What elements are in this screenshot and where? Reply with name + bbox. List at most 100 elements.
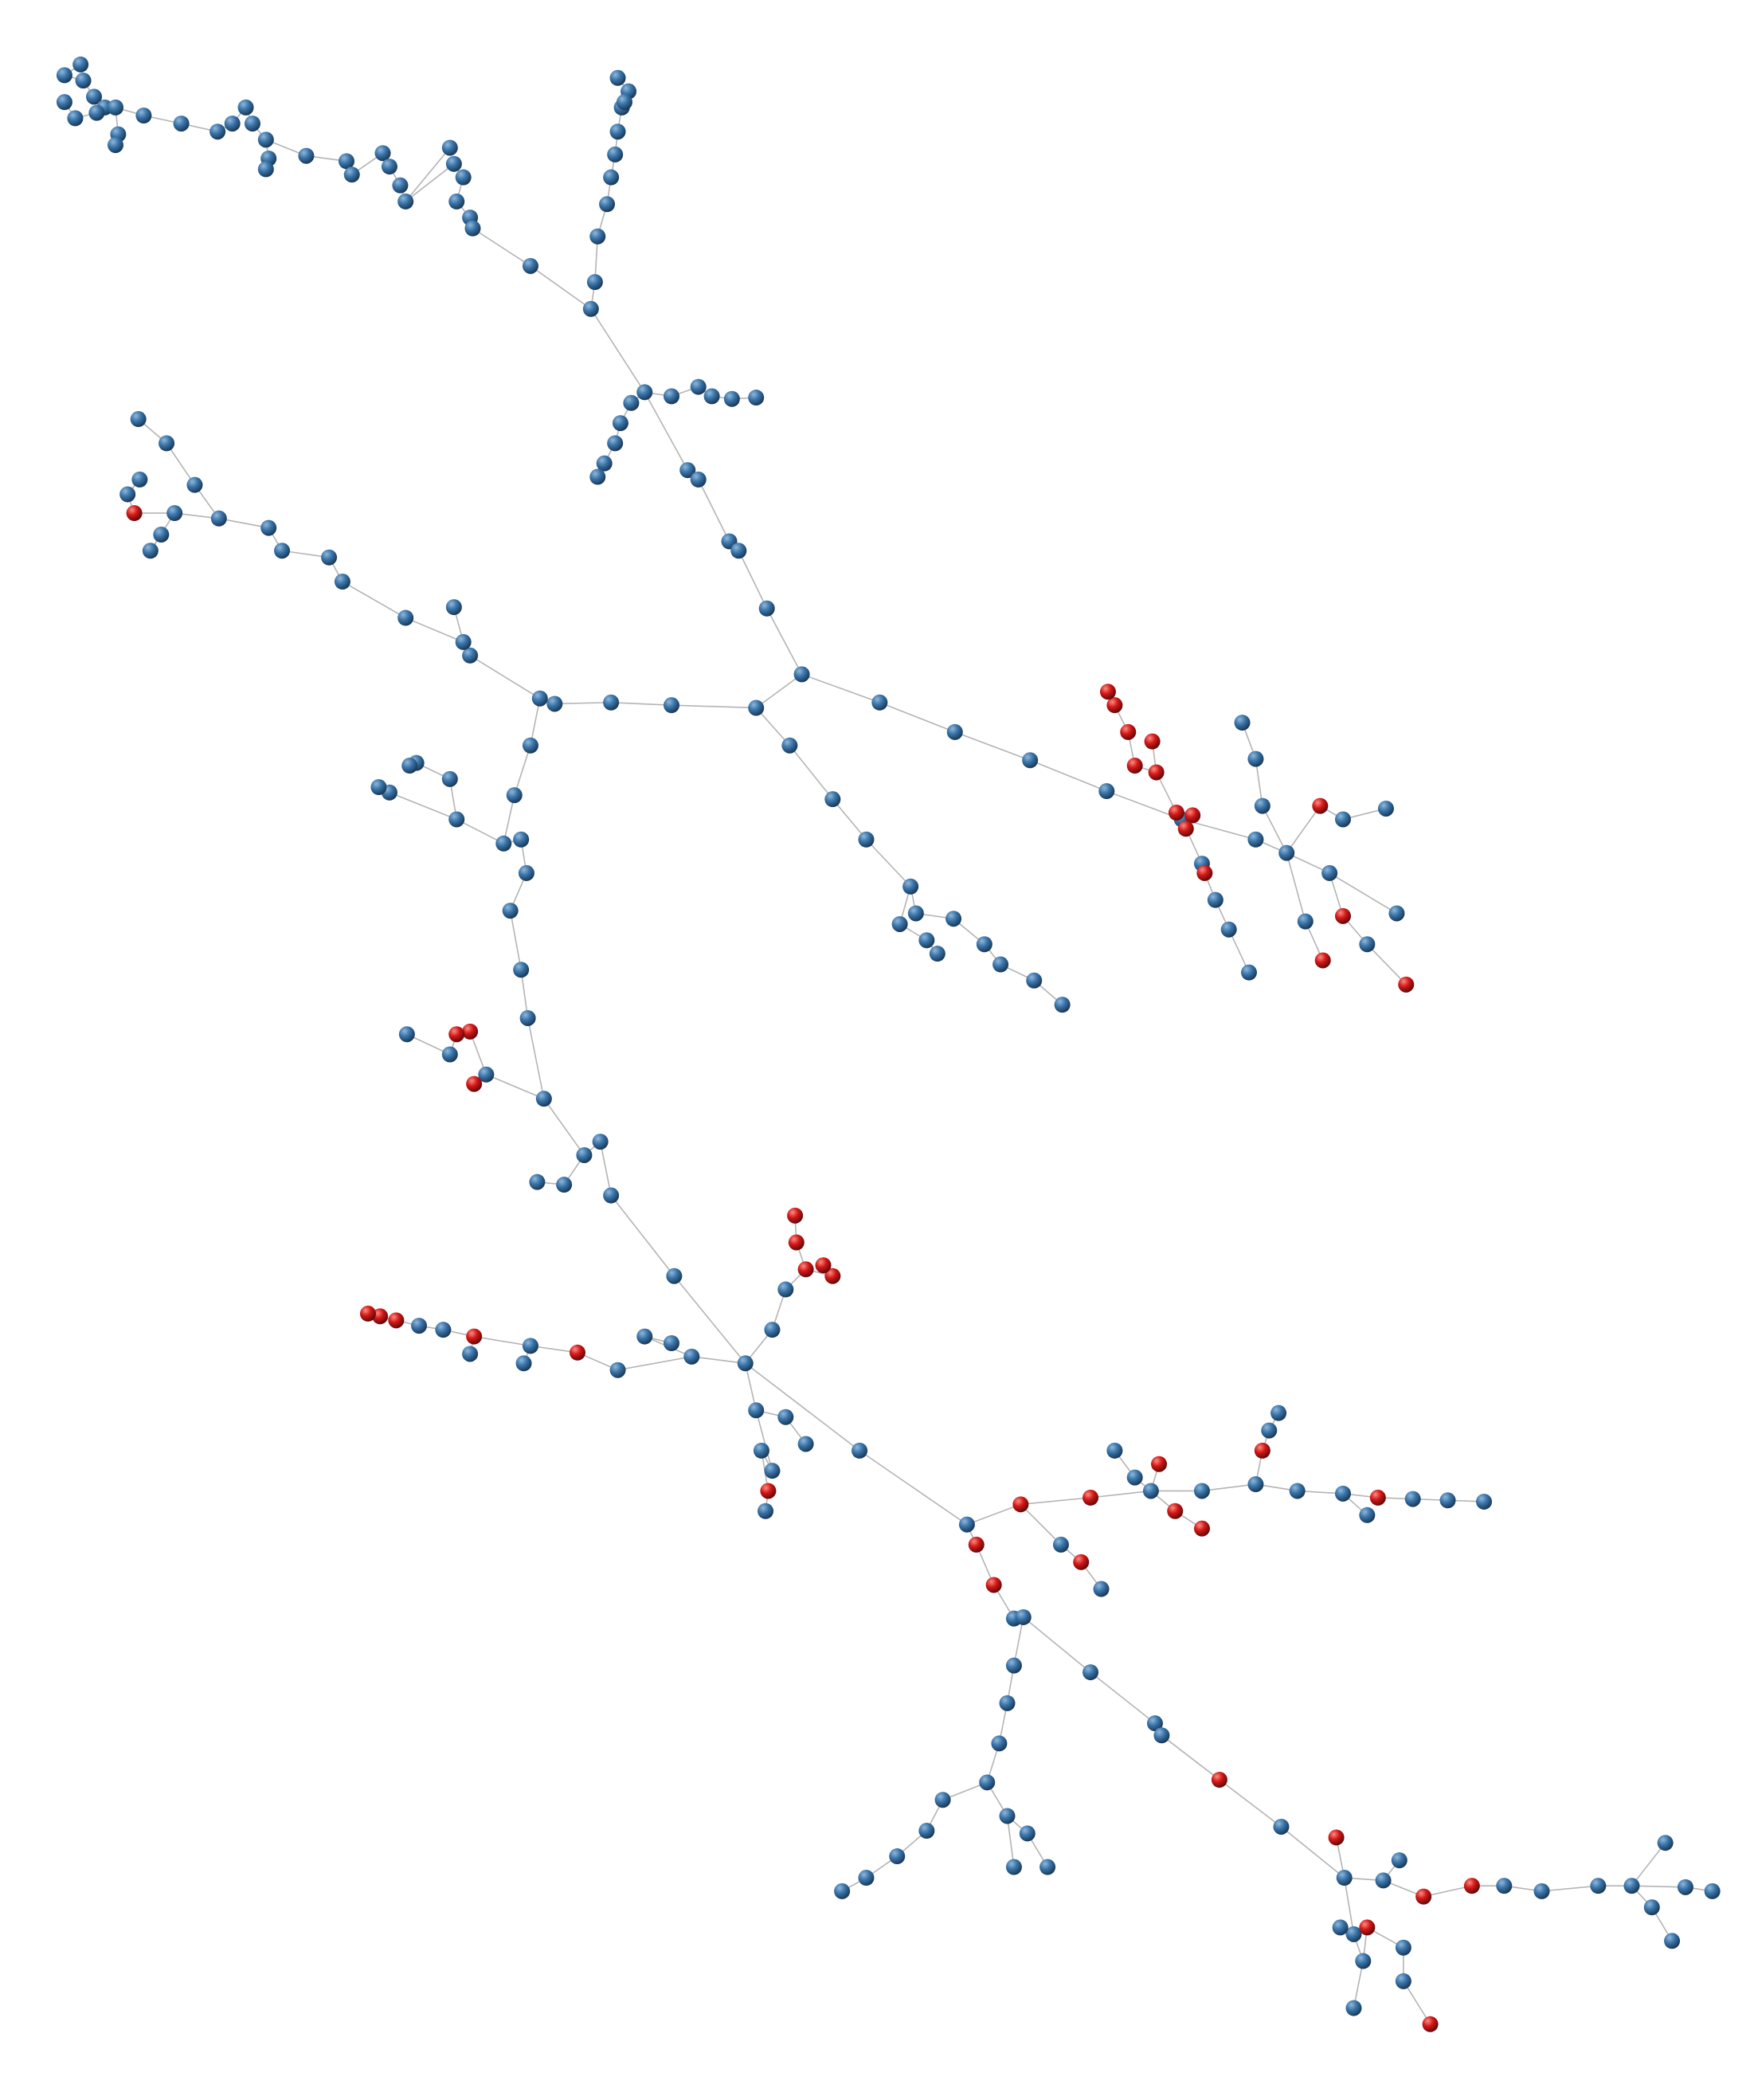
edge (456, 818, 504, 844)
node-blue (730, 543, 747, 559)
node-blue (173, 116, 190, 132)
node-red (1120, 723, 1137, 740)
edge (520, 970, 529, 1019)
node-blue (1005, 1859, 1022, 1875)
edge (1006, 1816, 1015, 1867)
node-blue (462, 1346, 479, 1362)
node-blue (603, 1187, 620, 1204)
node-blue (758, 1503, 774, 1519)
node-blue (1015, 1608, 1032, 1625)
node-blue (257, 161, 274, 178)
node-blue (522, 1338, 538, 1354)
node-blue (824, 791, 841, 808)
edge (218, 518, 269, 529)
node-blue (1377, 800, 1394, 817)
edge (1631, 1842, 1666, 1886)
node-blue (448, 811, 465, 828)
node-blue (891, 915, 908, 932)
node-blue (1643, 1899, 1660, 1916)
node-blue (321, 549, 338, 566)
node-blue (67, 110, 84, 127)
node-blue (1142, 1483, 1159, 1499)
node-blue (592, 1134, 609, 1150)
node-red (1083, 1489, 1099, 1506)
node-blue (1005, 1657, 1022, 1674)
edge (755, 1410, 773, 1471)
edge (1329, 872, 1397, 915)
node-blue (398, 1026, 415, 1043)
edge (1090, 1671, 1156, 1724)
node-blue (1220, 921, 1237, 938)
node-blue (455, 169, 472, 186)
node-blue (502, 903, 519, 919)
edge (389, 791, 457, 821)
node-blue (224, 116, 241, 132)
node-blue (209, 123, 226, 140)
edge (1286, 805, 1321, 854)
edge (765, 608, 803, 675)
node-blue (603, 169, 620, 186)
edge (474, 1335, 531, 1347)
node-red (1463, 1878, 1480, 1894)
node-blue (1054, 997, 1071, 1013)
node-blue (690, 378, 707, 395)
node-blue (1039, 1859, 1056, 1875)
node-blue (298, 147, 315, 164)
node-red (1415, 1888, 1432, 1905)
edge (1403, 1981, 1431, 2025)
edge (1423, 1885, 1473, 1898)
node-blue (596, 455, 613, 472)
edge (691, 1356, 746, 1365)
node-blue (609, 69, 626, 86)
node-blue (455, 633, 472, 650)
edge (1020, 1497, 1091, 1506)
node-blue (464, 220, 481, 237)
node-blue (1083, 1664, 1099, 1681)
node-blue (1623, 1878, 1640, 1894)
node-blue (166, 505, 183, 522)
node-red (815, 1257, 832, 1274)
nodes (56, 56, 1721, 2032)
edge (472, 227, 531, 267)
edge (342, 581, 406, 619)
node-blue (56, 67, 72, 84)
node-blue (274, 543, 291, 559)
edge (698, 479, 730, 542)
node-red (1196, 864, 1213, 881)
node-blue (1332, 1919, 1349, 1936)
edge (755, 707, 790, 746)
node-blue (1026, 972, 1043, 989)
node-blue (518, 864, 534, 881)
node-blue (445, 155, 462, 172)
node-blue (445, 599, 462, 616)
node-red (1106, 697, 1123, 714)
node-red (1184, 807, 1201, 824)
node-blue (607, 435, 624, 452)
node-red (1151, 1456, 1168, 1472)
node-blue (1657, 1835, 1674, 1851)
node-red (462, 1023, 479, 1040)
node-blue (616, 94, 632, 111)
node-blue (777, 1281, 794, 1298)
node-blue (130, 411, 147, 428)
node-blue (666, 1267, 683, 1284)
node-blue (401, 758, 418, 774)
node-blue (441, 1046, 458, 1063)
edge (617, 1356, 692, 1371)
node-blue (237, 99, 254, 116)
node-blue (992, 956, 1009, 973)
node-blue (679, 462, 696, 479)
edge (599, 1141, 612, 1196)
node-blue (748, 390, 765, 406)
node-blue (576, 1146, 593, 1163)
node-blue (135, 107, 152, 123)
edge (1219, 1779, 1282, 1828)
node-blue (1533, 1883, 1550, 1899)
node-red (1211, 1771, 1227, 1788)
node-blue (257, 131, 274, 148)
node-blue (918, 1823, 935, 1839)
node-blue (1388, 905, 1405, 922)
node-blue (1193, 1483, 1210, 1499)
node-blue (1375, 1872, 1392, 1889)
